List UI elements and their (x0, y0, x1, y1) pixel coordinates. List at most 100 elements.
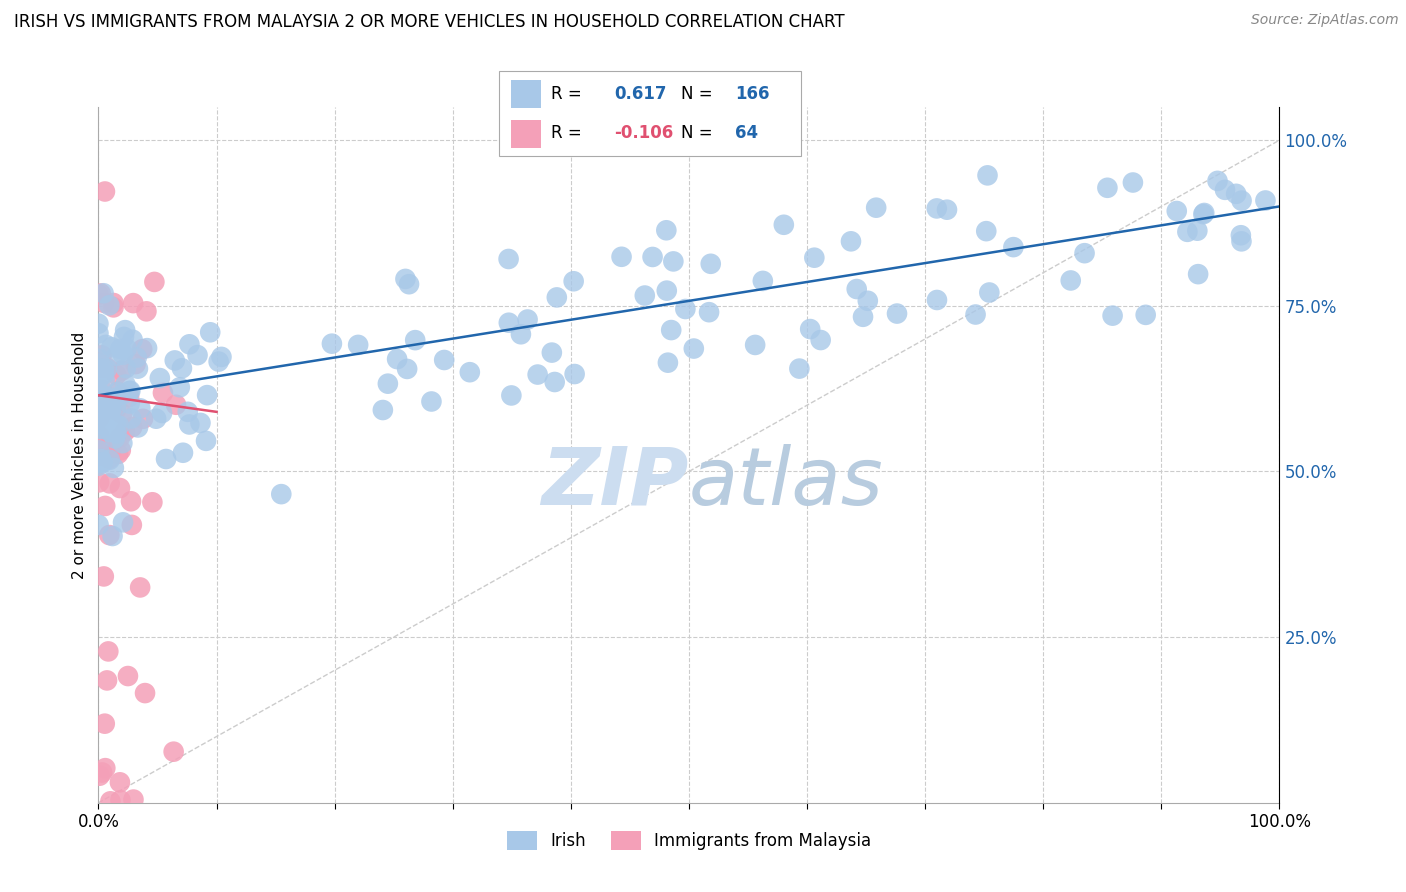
Point (177, 405, 200, 419)
Point (120, 494, 142, 508)
Point (96, 673, 118, 688)
Point (789, 361, 811, 376)
Point (89, 386, 111, 401)
Point (162, 745, 184, 759)
Point (179, 417, 201, 432)
Point (122, 792, 145, 806)
Bar (512, 120, 541, 147)
Point (90, 422, 112, 436)
Point (124, 357, 146, 371)
Point (1225, 186, 1247, 201)
Point (94, 403, 117, 417)
Point (200, 326, 222, 340)
Point (321, 336, 343, 351)
Point (1187, 267, 1209, 281)
Point (385, 352, 408, 367)
Point (98, 298, 121, 312)
Point (111, 387, 134, 401)
Point (136, 341, 159, 355)
Point (150, 406, 173, 420)
Point (87, 411, 110, 425)
Point (143, 275, 166, 289)
Point (634, 288, 657, 302)
Point (886, 307, 908, 321)
Point (115, 361, 138, 376)
Point (98, 402, 121, 417)
Point (104, 403, 127, 417)
Point (90, 452, 112, 467)
Point (186, 348, 208, 362)
Text: 166: 166 (735, 85, 769, 103)
Point (100, 424, 122, 438)
Point (87, 408, 110, 422)
Point (105, 368, 128, 382)
Point (93, 362, 115, 376)
Point (115, 342, 138, 356)
Point (744, 338, 766, 352)
Point (682, 342, 704, 356)
Point (131, 343, 153, 357)
Point (89, 360, 111, 375)
Point (93, 388, 115, 402)
Point (91, 365, 114, 379)
Point (89, 417, 111, 431)
Point (501, 388, 523, 402)
Point (129, 401, 152, 416)
Point (936, 202, 959, 217)
Point (87, 449, 110, 463)
Point (839, 235, 862, 249)
Y-axis label: 2 or more Vehicles in Household: 2 or more Vehicles in Household (72, 331, 87, 579)
Point (172, 446, 194, 460)
Point (98, 425, 121, 439)
Point (112, 330, 135, 344)
Point (120, 411, 142, 425)
Point (107, 384, 129, 399)
Point (697, 305, 720, 319)
Point (90, 286, 112, 301)
Point (87, 287, 110, 301)
Point (498, 316, 520, 330)
Point (852, 310, 875, 324)
Point (108, 481, 131, 495)
Point (87, 360, 110, 375)
Point (96, 362, 118, 376)
Point (125, 351, 148, 365)
Point (1213, 183, 1236, 197)
Text: ZIP: ZIP (541, 443, 689, 522)
Text: Source: ZipAtlas.com: Source: ZipAtlas.com (1251, 13, 1399, 28)
Point (101, 529, 124, 543)
Point (104, 432, 127, 446)
Point (100, 794, 122, 808)
Point (108, 431, 131, 445)
Point (195, 388, 218, 402)
Point (97, 644, 120, 658)
Point (90, 437, 112, 451)
Point (94, 716, 117, 731)
Point (98, 404, 121, 418)
Point (89, 393, 111, 408)
Point (89, 429, 111, 443)
Text: R =: R = (551, 124, 586, 142)
Point (1254, 194, 1277, 208)
Point (98, 476, 121, 491)
Point (610, 250, 633, 264)
Point (190, 416, 212, 430)
Point (93, 296, 115, 310)
Bar (512, 80, 541, 108)
Point (965, 308, 987, 322)
Point (377, 376, 399, 391)
Point (89, 456, 111, 470)
Point (1135, 308, 1157, 322)
Point (1194, 206, 1216, 220)
Point (89, 361, 111, 376)
Point (1002, 240, 1025, 254)
Point (114, 425, 136, 439)
Point (641, 250, 664, 264)
Point (97, 395, 120, 409)
Point (101, 416, 124, 430)
Point (509, 327, 531, 342)
Text: N =: N = (681, 85, 717, 103)
Text: N =: N = (681, 124, 717, 142)
Point (122, 296, 145, 310)
Point (127, 361, 149, 376)
